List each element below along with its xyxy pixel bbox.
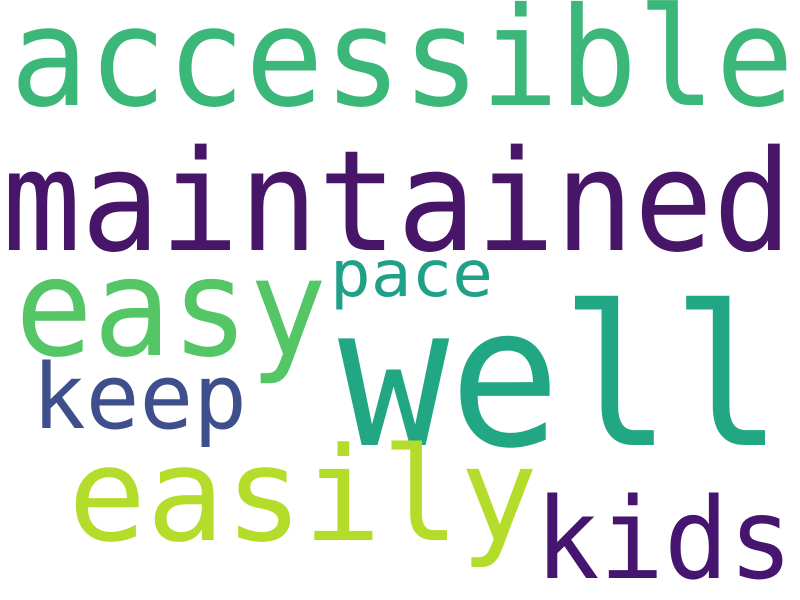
word-easily: easily — [68, 419, 538, 571]
word-maintained: maintained — [2, 121, 792, 284]
word-easy: easy — [15, 230, 327, 388]
word-keep: keep — [32, 345, 247, 450]
word-accessible: accessible — [10, 0, 794, 138]
word-kids: kids — [535, 475, 793, 600]
word-well: well — [338, 264, 783, 491]
word-pace: pace — [330, 238, 493, 312]
